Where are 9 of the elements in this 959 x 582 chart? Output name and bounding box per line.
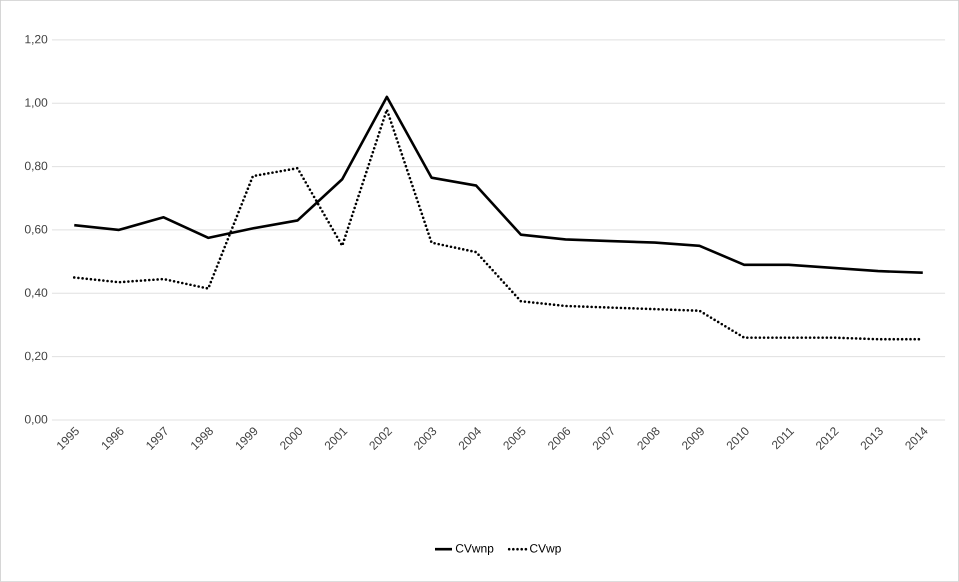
legend-label: CVwp [530, 544, 561, 556]
y-tick-label: 0,60 [24, 225, 48, 235]
y-tick-label: 0,40 [24, 288, 48, 298]
legend-label: CVwnp [456, 544, 494, 556]
y-tick-label: 0,00 [24, 415, 48, 425]
y-tick-label: 1,20 [25, 35, 48, 45]
y-tick-label: 0,20 [24, 352, 48, 362]
y-tick-label: 0,80 [24, 162, 48, 172]
y-tick-label: 1,00 [25, 98, 48, 108]
